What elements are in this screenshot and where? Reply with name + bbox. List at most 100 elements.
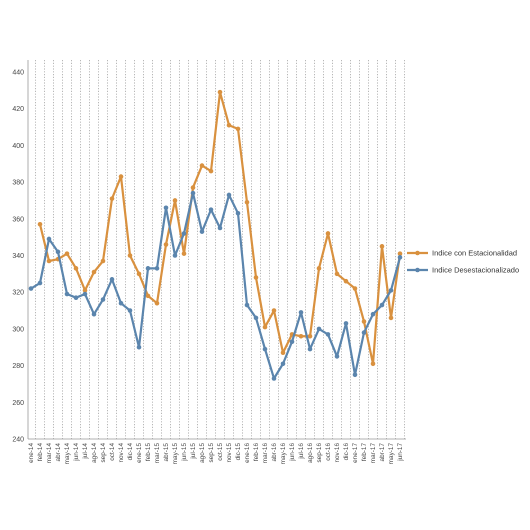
data-point <box>145 293 151 299</box>
data-point <box>154 300 160 306</box>
legend-label: Indice con Estacionalidad <box>432 249 517 258</box>
x-tick-label: ene-16 <box>244 443 251 463</box>
x-tick-label: ene-15 <box>136 443 143 463</box>
legend: Indice con Estacionalidad Indice Desestac… <box>407 249 519 275</box>
x-tick-label: ago-16 <box>307 443 314 463</box>
y-tick-label: 280 <box>12 363 24 370</box>
y-tick-label: 400 <box>12 143 24 150</box>
data-point <box>64 251 70 256</box>
data-point <box>217 89 223 95</box>
data-point <box>235 210 241 216</box>
data-point <box>136 271 142 277</box>
series-2 <box>28 190 403 381</box>
x-tick-label: sep-16 <box>316 443 323 463</box>
data-point <box>307 346 313 352</box>
x-tick-label: abr-15 <box>163 443 170 462</box>
x-tick-label: oct-15 <box>217 443 224 461</box>
y-tick-label: 440 <box>12 70 24 77</box>
data-point <box>370 311 376 317</box>
data-point <box>28 286 34 291</box>
data-point <box>244 302 250 308</box>
data-point <box>217 225 223 231</box>
legend-label: Indice Desestacionalizado <box>432 266 519 275</box>
x-tick-label: jun-16 <box>289 443 296 462</box>
data-point <box>127 308 133 313</box>
data-point <box>91 311 97 317</box>
data-point <box>316 266 322 271</box>
x-tick-label: mar-17 <box>370 443 377 464</box>
y-tick-label: 320 <box>12 290 24 297</box>
data-point <box>64 291 70 297</box>
data-point <box>352 372 358 378</box>
data-point <box>208 168 214 174</box>
x-tick-label: nov-15 <box>226 443 233 463</box>
x-tick-label: sep-15 <box>208 443 215 463</box>
data-point <box>190 190 196 196</box>
x-tick-label: mar-15 <box>154 443 161 464</box>
x-tick-label: dic-15 <box>235 443 242 461</box>
data-point <box>271 376 277 381</box>
data-point <box>172 198 178 203</box>
data-point <box>388 315 394 321</box>
y-tick-label: 420 <box>12 106 24 113</box>
y-tick-label: 340 <box>12 253 24 260</box>
x-tick-label: feb-16 <box>253 443 260 462</box>
data-point <box>118 300 124 306</box>
x-tick-label: may-17 <box>388 443 395 465</box>
data-point <box>100 297 106 302</box>
data-point <box>109 196 115 201</box>
data-point <box>181 251 187 256</box>
x-tick-label: sep-14 <box>100 443 107 463</box>
x-tick-label: mar-14 <box>46 443 53 464</box>
x-tick-label: may-14 <box>64 443 71 465</box>
data-point <box>253 315 259 321</box>
data-point <box>55 249 61 255</box>
data-point <box>361 319 367 324</box>
data-point <box>235 126 241 132</box>
data-point <box>343 321 349 326</box>
data-point <box>109 277 115 282</box>
x-tick-label: nov-16 <box>334 443 341 463</box>
x-tick-label: jun-14 <box>73 443 80 462</box>
x-tick-label: may-16 <box>280 443 287 465</box>
data-point <box>334 271 340 277</box>
data-point <box>163 242 169 247</box>
x-tick-label: jun-15 <box>181 443 188 462</box>
x-tick-label: feb-15 <box>145 443 152 462</box>
series-group <box>28 89 403 381</box>
data-point <box>37 280 43 286</box>
y-tick-label: 380 <box>12 180 24 187</box>
data-point <box>118 174 124 179</box>
data-point <box>136 344 142 350</box>
data-point <box>280 350 286 356</box>
gridlines <box>35 60 405 439</box>
data-point <box>82 288 88 293</box>
data-point <box>208 207 214 212</box>
data-point <box>172 253 178 258</box>
data-point <box>325 231 331 236</box>
x-tick-label: dic-14 <box>127 443 134 461</box>
data-point <box>262 346 268 352</box>
x-tick-label: feb-17 <box>361 443 368 462</box>
data-point <box>226 122 232 128</box>
data-point <box>37 222 43 227</box>
data-point <box>343 278 349 284</box>
x-tick-label: ago-15 <box>199 443 206 463</box>
legend-marker-swatch <box>415 267 420 273</box>
x-tick-label: dic-16 <box>343 443 350 461</box>
data-point <box>91 269 97 275</box>
x-tick-label: ene-17 <box>352 443 359 463</box>
legend-item-2: Indice Desestacionalizado <box>407 266 519 275</box>
data-point <box>388 288 394 293</box>
data-point <box>199 229 205 234</box>
x-tick-label: abr-17 <box>379 443 386 462</box>
data-point <box>298 333 304 339</box>
x-tick-label: jul-14 <box>82 443 89 460</box>
data-point <box>316 326 322 332</box>
y-tick-label: 240 <box>12 437 24 444</box>
data-point <box>397 251 403 256</box>
data-point <box>271 308 277 313</box>
data-point <box>100 258 106 264</box>
